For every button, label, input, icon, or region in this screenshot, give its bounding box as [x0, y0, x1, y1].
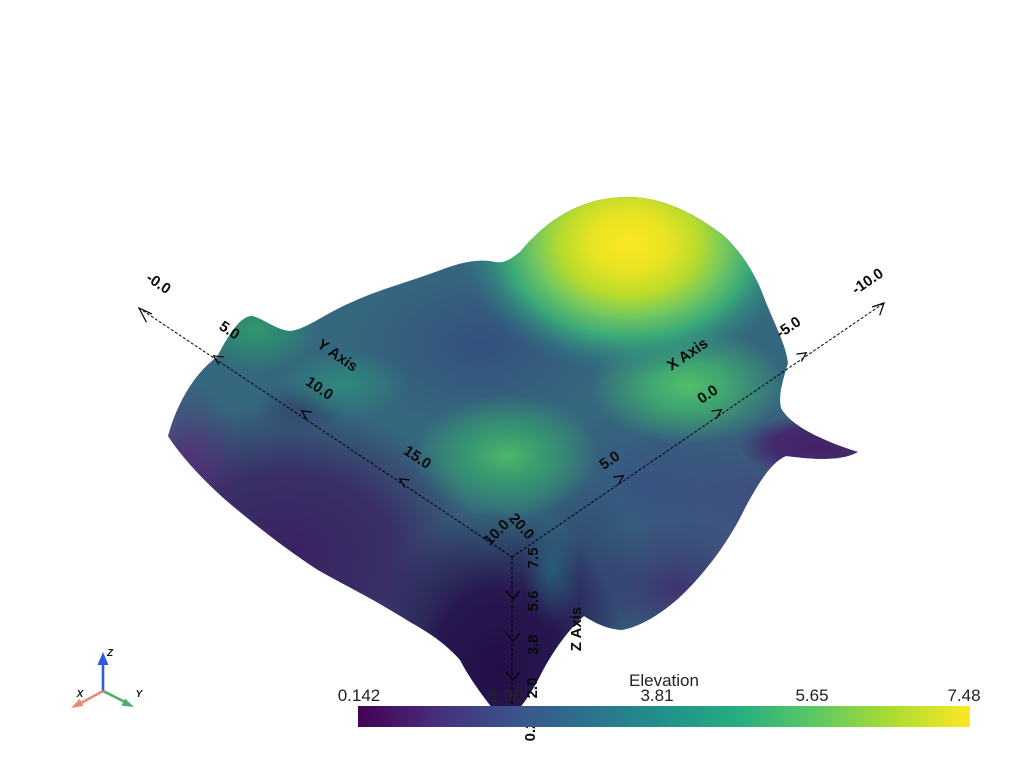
orientation-widget[interactable]: X Y Z — [71, 648, 144, 708]
colorbar-tick-0: 0.142 — [338, 686, 381, 705]
colorbar-gradient — [358, 706, 970, 727]
orientation-y-arrowhead-icon — [121, 698, 134, 707]
y-tick-mark-5 — [212, 355, 224, 365]
x-tick-mark-neg5 — [796, 352, 808, 362]
z-tick-label-2: 3.8 — [525, 635, 542, 656]
orientation-y-label: Y — [136, 689, 144, 700]
z-tick-label-1: 5.6 — [525, 591, 542, 612]
x-axis-line — [511, 302, 885, 558]
x-tick-label-4: -10.0 — [849, 265, 887, 298]
orientation-y-arrow — [102, 689, 126, 704]
colorbar: Elevation 0.142 1.98 3.81 5.65 7.48 — [338, 671, 981, 727]
terrain-surface[interactable] — [120, 180, 900, 760]
colorbar-tick-3: 5.65 — [795, 686, 828, 705]
y-tick-mark-10 — [300, 410, 312, 420]
z-tick-mark-3 — [505, 671, 521, 681]
y-axis-arrowhead — [137, 306, 153, 323]
colorbar-tick-2: 3.81 — [640, 686, 673, 705]
orientation-x-arrow — [80, 689, 104, 705]
x-tick-mark-5 — [613, 475, 625, 485]
z-tick-label-3: 2.0 — [524, 678, 541, 699]
orientation-z-label: Z — [106, 648, 114, 659]
colorbar-tick-4: 7.48 — [947, 686, 980, 705]
z-axis-title: Z Axis — [568, 607, 585, 651]
colorbar-tick-1: 1.98 — [489, 686, 522, 705]
z-tick-label-0: 7.5 — [525, 548, 542, 569]
y-tick-label-0: -0.0 — [143, 269, 174, 298]
orientation-x-label: X — [76, 689, 85, 700]
orientation-z-arrowhead-icon — [97, 652, 109, 665]
axes-arrows-ticks — [137, 302, 885, 681]
x-axis-arrowhead — [871, 302, 885, 316]
y-axis-line — [138, 307, 513, 558]
z-tick-mark-2 — [505, 632, 521, 642]
terrain-peak-yellow — [168, 196, 858, 727]
colorbar-title: Elevation — [629, 671, 699, 690]
y-tick-mark-15 — [398, 478, 410, 488]
x-tick-mark-0 — [711, 409, 723, 419]
z-tick-mark-1 — [505, 590, 521, 600]
orientation-x-arrowhead-icon — [71, 698, 84, 708]
